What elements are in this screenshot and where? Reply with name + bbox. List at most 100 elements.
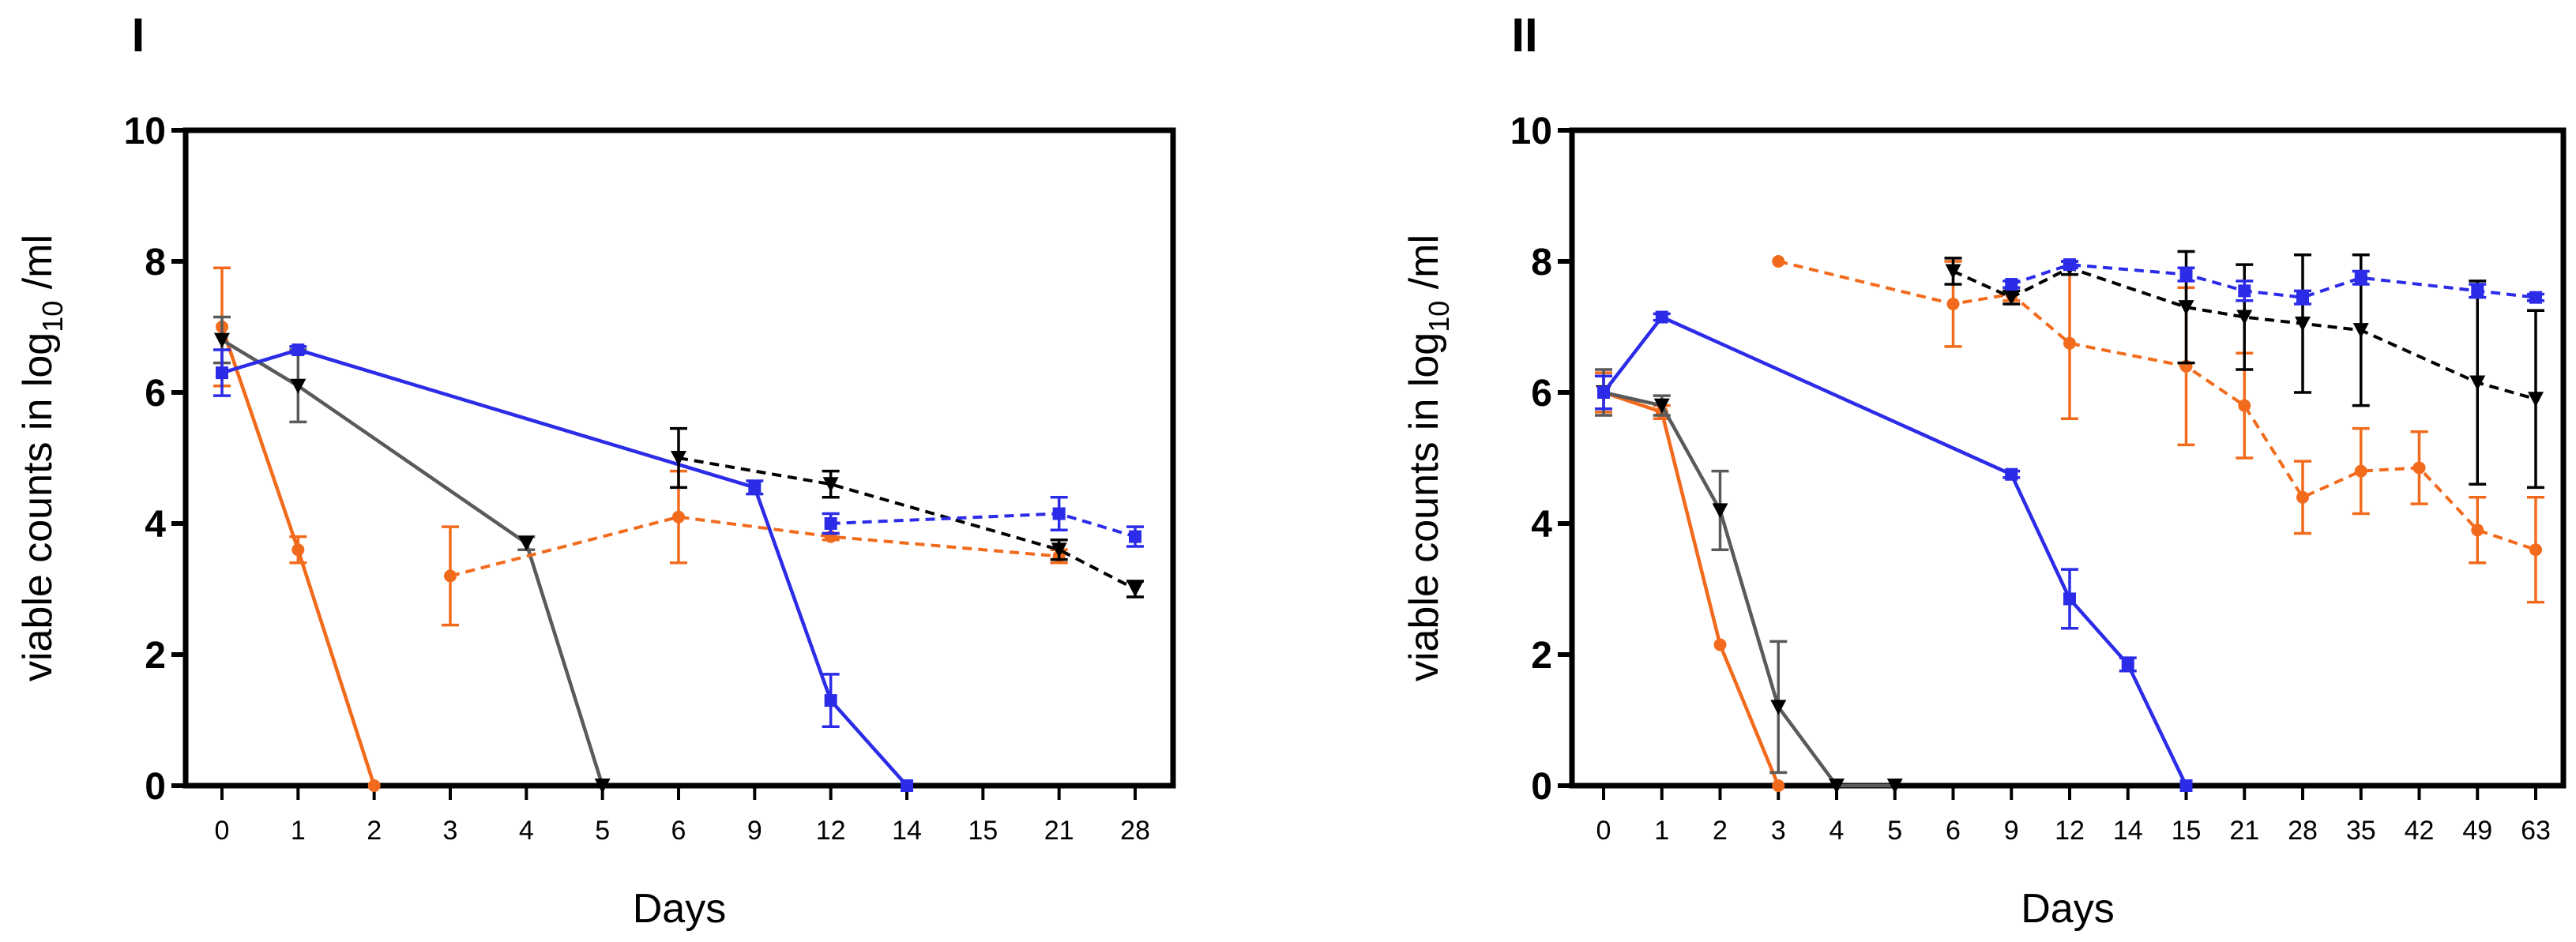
plot-frame [1569,127,2567,789]
data-point [367,779,381,792]
data-point [1597,386,1610,399]
x-axis-title: Days [633,886,726,932]
data-point [1052,507,1066,520]
x-tick-label: 6 [671,816,686,846]
x-tick-label: 4 [519,816,534,846]
x-tick-label: 21 [2229,816,2259,846]
x-tick-label: 42 [2405,816,2435,846]
data-point [2179,268,2193,281]
series-line [221,347,908,787]
x-tick-label: 4 [1830,816,1845,846]
data-point [2471,284,2484,298]
series-blue-dashed [2003,258,2544,306]
series-line [220,338,604,786]
data-point [1653,398,1670,414]
data-point [291,343,305,357]
x-tick-label: 49 [2462,816,2492,846]
series-blue-dashed [822,496,1144,548]
series-blue-solid [213,343,913,792]
data-point [444,569,457,583]
x-tick-label: 2 [367,816,382,846]
x-tick-label: 21 [1044,816,1074,846]
data-point [671,451,686,466]
data-point [1772,255,1785,268]
panel-label: I [132,9,145,62]
series-line [678,456,1136,591]
x-tick-label: 5 [1887,816,1902,846]
y-axis-title-subscript: 10 [36,301,69,332]
data-point [1712,503,1728,519]
series-line [449,515,1059,578]
y-tick-label: 2 [145,635,166,677]
y-axis-title-prefix: viable counts in log [15,332,61,681]
data-point [2529,291,2542,304]
y-tick-label: 4 [1531,504,1552,546]
data-point [901,779,913,792]
data-point [2295,316,2311,332]
data-point [2296,490,2309,504]
series-black-dashed [670,426,1144,599]
x-tick-label: 14 [2113,816,2143,846]
series-line [1777,260,2537,552]
x-tick-label: 6 [1946,816,1961,846]
y-tick-label: 10 [124,111,166,152]
data-point [2529,543,2542,557]
data-point [2352,323,2369,339]
data-point [290,378,306,394]
data-point [824,517,837,530]
y-axis-title-suffix: /ml [1401,235,1447,301]
data-point [748,481,762,494]
series-line [2010,263,2537,299]
series-line [830,512,1136,539]
data-point [2121,658,2134,671]
data-point [2354,271,2367,284]
y-axis-title-subscript: 10 [1423,301,1455,332]
data-point [594,779,611,794]
x-tick-label: 35 [2346,816,2376,846]
panel-label: II [1511,9,1537,62]
x-tick-label: 3 [1771,816,1786,846]
y-axis-title: viable counts in log10 /ml [15,235,69,681]
data-point [824,694,837,707]
data-point [2179,779,2193,792]
y-tick-label: 10 [1510,111,1552,152]
data-point [2005,278,2018,291]
data-point [2003,290,2020,306]
x-tick-label: 9 [747,816,762,846]
data-point [822,477,839,493]
data-point [1946,297,1960,310]
data-point [2412,461,2426,475]
y-axis-title: viable counts in log10 /ml [1401,235,1455,681]
data-point [1770,700,1787,715]
series-orange-dashed [1772,255,2544,604]
x-tick-label: 5 [595,816,610,846]
data-point [1129,530,1141,543]
data-point [2178,300,2194,316]
data-point [2469,375,2486,391]
y-tick-label: 6 [145,373,166,415]
y-axis-title-prefix: viable counts in log [1401,332,1447,681]
data-point [2238,284,2251,298]
x-axis-title: Days [2021,886,2114,932]
series-line [1603,390,1781,786]
data-point [1713,638,1727,651]
data-point [1051,542,1067,558]
data-point [2354,464,2367,478]
y-tick-label: 2 [1531,635,1552,677]
data-point [2528,392,2544,407]
x-tick-label: 15 [968,816,998,846]
data-point [2471,524,2484,537]
data-point [2238,399,2251,412]
x-tick-label: 1 [1654,816,1669,846]
data-point [1945,264,1961,280]
x-tick-label: 0 [1596,816,1611,846]
data-point [291,543,305,557]
x-tick-label: 2 [1713,816,1728,846]
y-tick-label: 4 [145,504,166,546]
series-gray-solid [213,315,611,794]
data-point [2063,592,2076,606]
data-point [1127,582,1143,597]
